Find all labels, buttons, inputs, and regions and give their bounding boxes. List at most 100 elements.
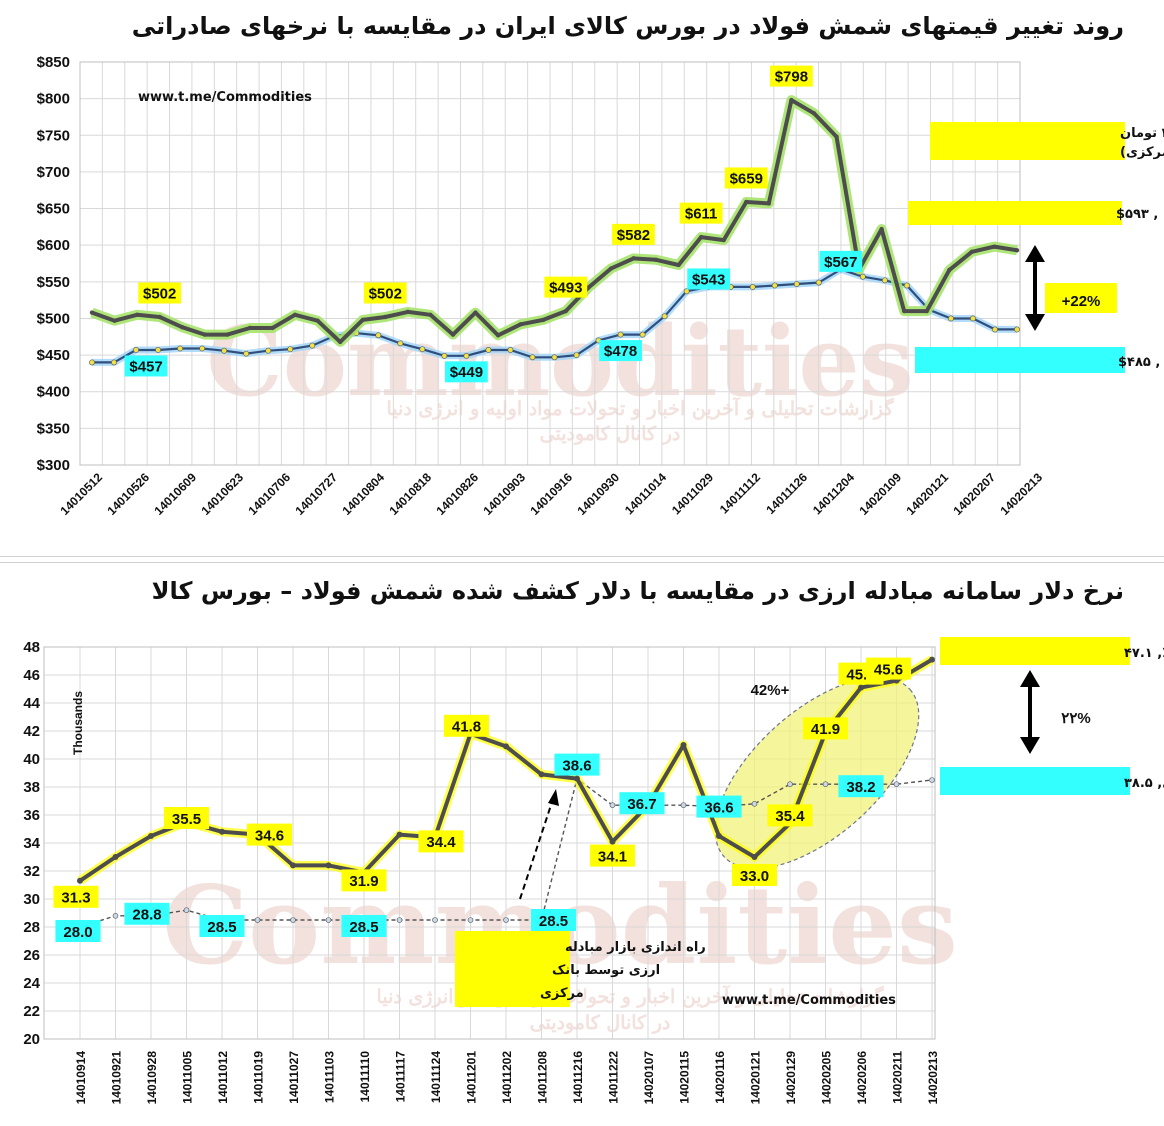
y-tick-label: $550 <box>37 274 70 291</box>
website-label: www.t.me/Commodities <box>138 90 312 105</box>
fob-point <box>111 359 117 366</box>
fob-point <box>1014 326 1020 333</box>
nima-point <box>432 917 438 923</box>
bourse-data-label-group: $502 <box>138 282 182 304</box>
nima-point <box>680 802 687 808</box>
y-tick-label: $300 <box>37 457 70 474</box>
y-tick-label: $450 <box>37 347 70 364</box>
bourse-data-label-group: $611 <box>679 202 723 224</box>
dollar-note-box-2 <box>930 141 1125 160</box>
bourse-data-label: 34.6 <box>255 827 284 844</box>
bourse-point <box>744 199 749 205</box>
gap-arrow-head-down <box>1025 314 1045 331</box>
nima-point <box>325 917 332 923</box>
fob-point <box>375 332 382 339</box>
bourse-point <box>315 318 320 323</box>
annotation-line1: راه اندازی بازار مبادله <box>565 940 706 955</box>
x-tick-label: 14011202 <box>500 1051 514 1104</box>
bourse-data-label-group: 41.9 <box>802 717 849 740</box>
bourse-point <box>503 743 509 750</box>
nima-data-label-group: 28.8 <box>124 902 170 925</box>
bourse-data-label: 31.9 <box>349 873 378 890</box>
x-tick-label: 14011222 <box>607 1051 621 1104</box>
bourse-data-label: $611 <box>685 206 718 223</box>
bourse-data-label-group: 45.6 <box>865 657 912 680</box>
fob-point <box>661 313 668 320</box>
bottom-chart-panel: نرخ دلار سامانه مبادله ارزی در مقایسه با… <box>0 562 1164 1126</box>
nima-data-label-box <box>838 775 884 798</box>
nima-data-label-group: 36.6 <box>696 795 742 818</box>
nima-point <box>822 781 829 787</box>
x-tick-label: 14010818 <box>386 470 434 518</box>
fob-point <box>419 346 426 353</box>
bourse-data-label-group: 34.6 <box>246 823 293 846</box>
bourse-point <box>574 775 580 782</box>
y-tick-label: $650 <box>37 201 70 218</box>
y-axis-label: Thousands <box>71 691 85 755</box>
x-tick-label: 14010706 <box>245 470 293 518</box>
fob-data-label-group: $543 <box>687 268 731 290</box>
nima-data-label-group: 28.5 <box>530 909 577 931</box>
bourse-data-label: $502 <box>143 285 176 302</box>
pct-increase-label: 42%+ <box>751 682 790 699</box>
bourse-point <box>609 838 616 845</box>
gap-arrow-head-down <box>1020 737 1040 754</box>
bourse-point <box>969 249 975 254</box>
nima-data-label: 28.5 <box>207 919 236 936</box>
y-tick-label: $600 <box>37 237 70 254</box>
nima-point <box>929 777 935 783</box>
fob-point <box>133 347 139 353</box>
nima-data-label-box <box>530 909 577 931</box>
nima-data-label: 28.0 <box>63 924 92 941</box>
bourse-point <box>112 318 117 323</box>
fob-point <box>507 347 514 353</box>
bourse-point <box>225 332 230 337</box>
y-tick-label: 26 <box>23 947 40 964</box>
x-tick-label: 14020205 <box>820 1051 834 1105</box>
fob-point <box>551 354 558 361</box>
bourse-point <box>992 244 997 249</box>
x-tick-label: 14020121 <box>903 470 951 518</box>
nima-data-label-group: 28.0 <box>55 920 101 942</box>
bourse-data-label-group: 35.4 <box>767 804 813 827</box>
y-tick-label: 46 <box>23 667 40 684</box>
fob-series-label: بیلت فوب ایران , ۴۸۵$ <box>1118 355 1164 370</box>
bourse-data-label: 31.3 <box>61 890 90 907</box>
bourse-point <box>157 314 162 320</box>
bourse-data-label-group: 33.0 <box>731 864 778 886</box>
fob-point <box>89 359 95 366</box>
nima-data-label-box <box>124 902 170 925</box>
y-tick-label: 44 <box>23 695 40 712</box>
x-tick-label: 14020211 <box>891 1051 905 1104</box>
x-tick-label: 14020107 <box>642 1051 656 1105</box>
fob-data-label-box <box>599 340 642 362</box>
bourse-point <box>134 312 140 317</box>
dollar-note-line1: دلار = ۳۸۴۶۰ تومان <box>1120 126 1164 141</box>
fob-point <box>617 331 624 338</box>
bourse-point <box>676 262 681 268</box>
y-tick-label: $750 <box>37 127 70 144</box>
nima-point <box>787 781 793 787</box>
nima-data-label-box <box>341 915 387 937</box>
x-tick-label: 14011112 <box>717 470 763 516</box>
fob-point <box>793 281 800 287</box>
bourse-data-label-box <box>589 844 636 867</box>
bourse-point <box>947 267 952 273</box>
fob-data-label-group: $567 <box>819 250 863 272</box>
nima-point <box>503 917 509 923</box>
bourse-data-label-group: $659 <box>724 167 768 189</box>
bourse-data-label: 35.5 <box>172 811 201 828</box>
bourse-point <box>879 226 884 232</box>
fob-data-label: $457 <box>129 358 162 375</box>
bourse-data-label-box <box>418 830 464 853</box>
fob-data-label-group: $478 <box>599 340 642 362</box>
fob-point <box>199 345 206 352</box>
annotation-line3: مرکزی <box>540 986 584 1001</box>
bourse-point <box>721 237 726 243</box>
x-tick-label: 14010914 <box>74 1051 88 1105</box>
x-tick-label: 14010804 <box>339 470 387 518</box>
bourse-data-label: 33.0 <box>740 868 769 885</box>
nima-data-label-group: 28.5 <box>199 915 245 937</box>
nima-series-label-box <box>940 767 1130 795</box>
